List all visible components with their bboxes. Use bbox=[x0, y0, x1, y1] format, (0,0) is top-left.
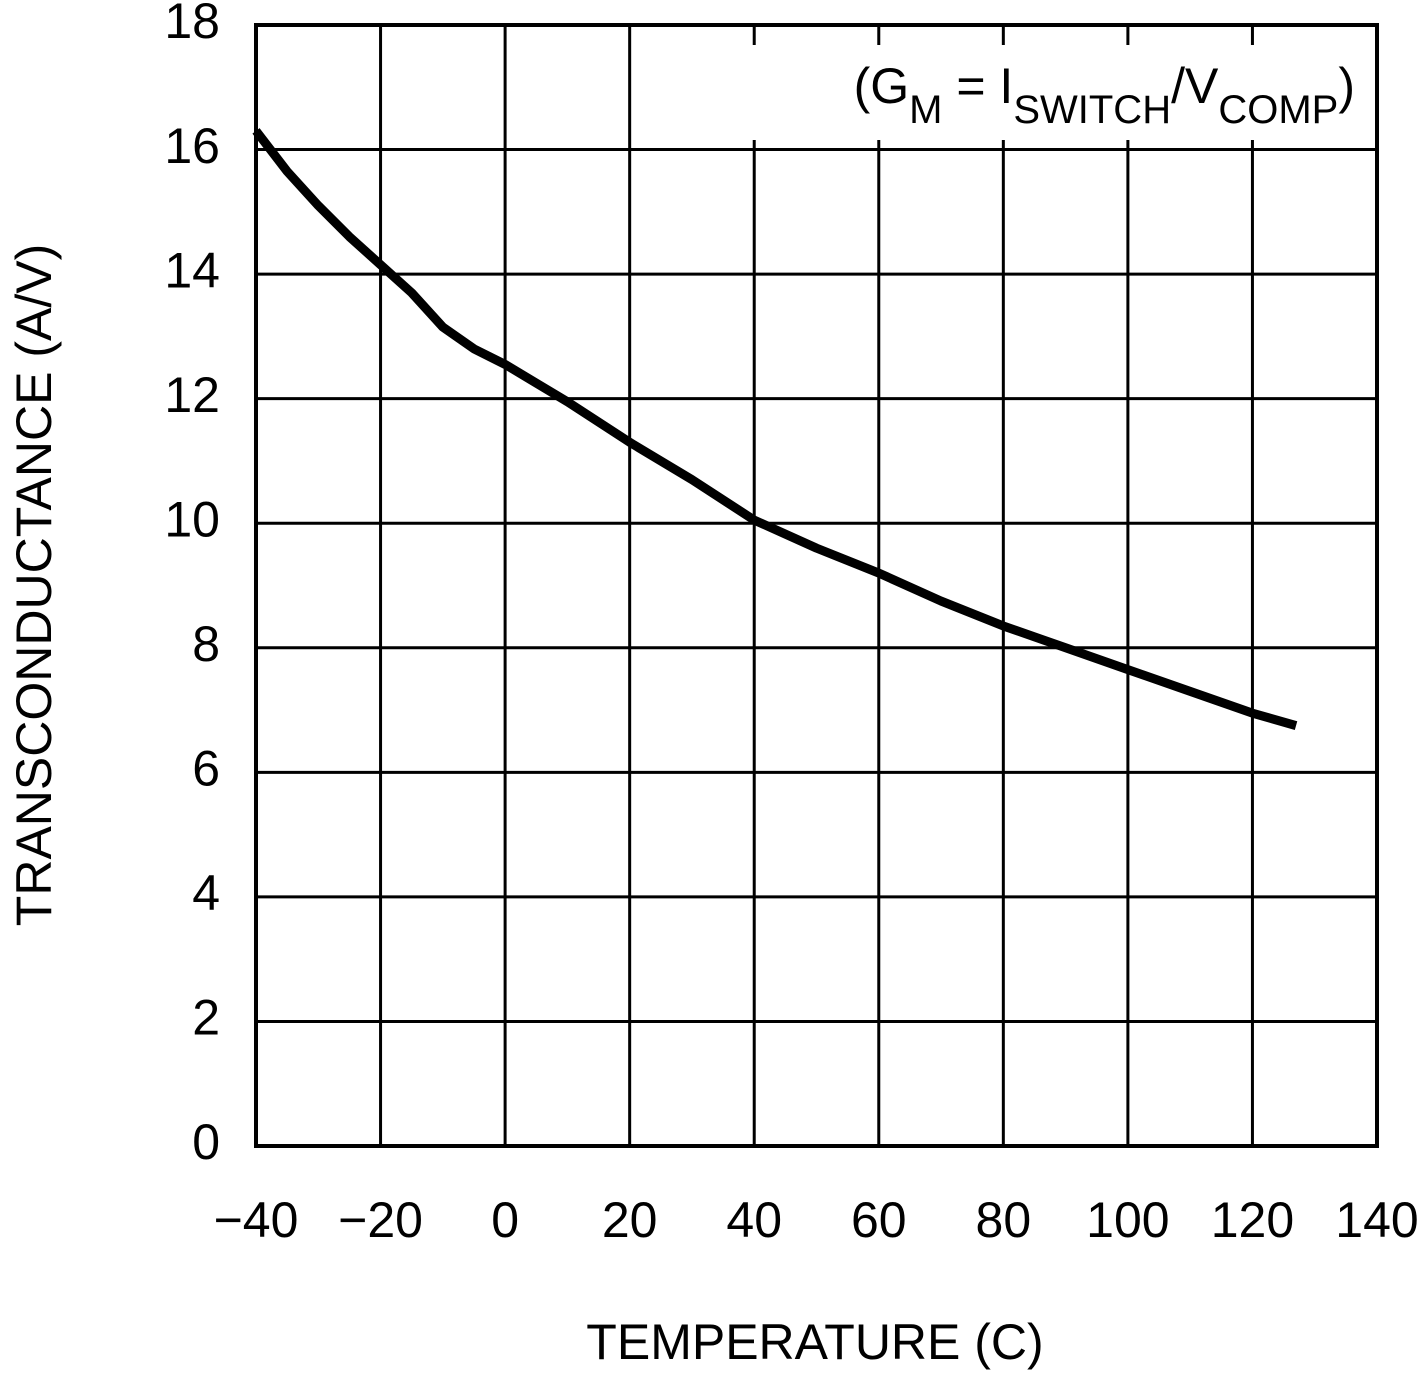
y-tick-label: 12 bbox=[164, 367, 220, 423]
x-tick-label: 20 bbox=[602, 1192, 658, 1248]
x-tick-label: 140 bbox=[1335, 1192, 1418, 1248]
y-tick-label: 18 bbox=[164, 0, 220, 49]
annotation-part: = I bbox=[942, 58, 1013, 114]
x-tick-label: 120 bbox=[1211, 1192, 1294, 1248]
y-tick-label: 14 bbox=[164, 242, 220, 298]
annotation-part: (G bbox=[854, 58, 910, 114]
y-tick-label: 4 bbox=[192, 865, 220, 921]
y-tick-label: 2 bbox=[192, 990, 220, 1046]
y-tick-label: 0 bbox=[192, 1114, 220, 1170]
data-line bbox=[252, 128, 1298, 730]
y-tick-label: 6 bbox=[192, 741, 220, 797]
annotation-part: COMP bbox=[1218, 88, 1338, 132]
annotation-part: M bbox=[909, 88, 942, 132]
x-tick-label: −20 bbox=[338, 1192, 423, 1248]
x-tick-label: 40 bbox=[726, 1192, 782, 1248]
x-tick-label: 60 bbox=[851, 1192, 907, 1248]
x-axis-label: TEMPERATURE (C) bbox=[586, 1314, 1043, 1370]
x-tick-label: 100 bbox=[1086, 1192, 1169, 1248]
y-tick-label: 10 bbox=[164, 491, 220, 547]
y-tick-label: 8 bbox=[192, 616, 220, 672]
x-tick-label: 80 bbox=[976, 1192, 1032, 1248]
annotation-part: SWITCH bbox=[1013, 88, 1171, 132]
annotation: (GM = ISWITCH/VCOMP) bbox=[854, 58, 1355, 131]
y-axis-label: TRANSCONDUCTANCE (A/V) bbox=[6, 244, 62, 926]
plot-frame bbox=[254, 23, 1379, 1148]
y-tick-label: 16 bbox=[164, 118, 220, 174]
x-tick-label: −40 bbox=[214, 1192, 299, 1248]
x-tick-label: 0 bbox=[491, 1192, 519, 1248]
annotation-part: ) bbox=[1338, 58, 1355, 114]
annotation-part: /V bbox=[1171, 58, 1219, 114]
annotation-background bbox=[720, 45, 1360, 140]
